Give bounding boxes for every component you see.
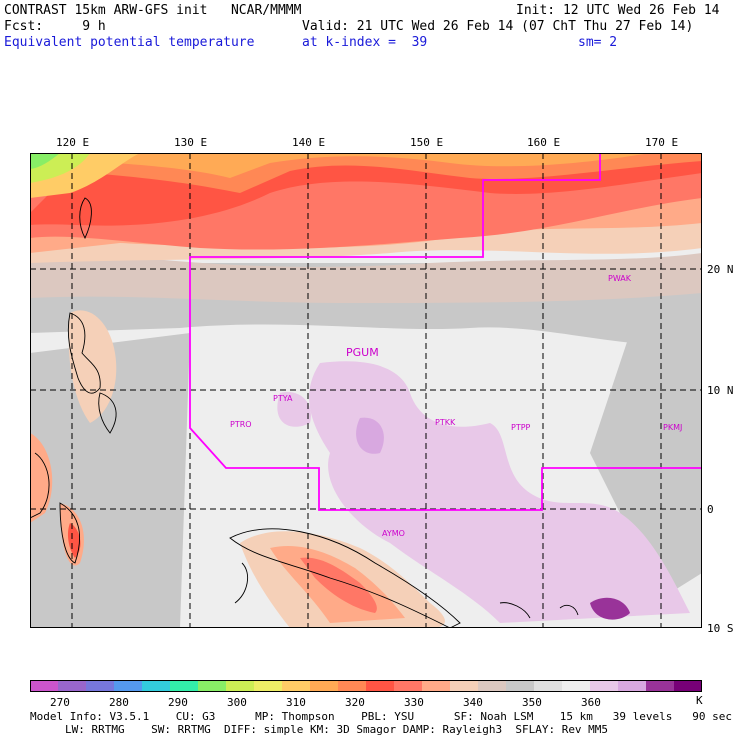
colorbar-tick-label: 310	[286, 696, 306, 709]
colorbar-swatch	[674, 680, 702, 692]
colorbar-tick-label: 300	[227, 696, 247, 709]
field-newguinea-330	[300, 557, 377, 613]
colorbar-swatch	[534, 680, 563, 692]
colorbar-swatch	[450, 680, 479, 692]
station-label: PTPP	[511, 423, 531, 432]
colorbar-swatch	[422, 680, 451, 692]
colorbar-tick-label: 270	[50, 696, 70, 709]
forecast-hour: Fcst: 9 h	[4, 19, 106, 34]
colorbar-tick-label: 340	[463, 696, 483, 709]
colorbar-swatch	[618, 680, 647, 692]
lat-label: 10 S	[707, 622, 734, 635]
colorbar-swatch	[590, 680, 619, 692]
model-info-line1: Model Info: V3.5.1 CU: G3 MP: Thompson P…	[30, 710, 732, 723]
colorbar-swatch	[254, 680, 283, 692]
colorbar	[30, 680, 702, 692]
colorbar-swatch	[198, 680, 227, 692]
field-365	[309, 361, 690, 623]
field-370	[356, 417, 384, 454]
station-label: PTKK	[435, 418, 456, 427]
lon-label: 120 E	[56, 136, 90, 149]
model-info-line2: LW: RRTMG SW: RRTMG DIFF: simple KM: 3D …	[65, 723, 609, 736]
colorbar-swatch	[338, 680, 367, 692]
station-label: PGUM	[346, 346, 379, 359]
colorbar-swatch	[310, 680, 339, 692]
colorbar-tick-label: 360	[581, 696, 601, 709]
graticule	[30, 153, 702, 628]
field-365-b	[277, 392, 311, 427]
colorbar-tick-label: 350	[522, 696, 542, 709]
field-345	[30, 243, 702, 303]
lon-label: 130 E	[174, 136, 208, 149]
lat-label: 20 N	[707, 263, 734, 276]
field-315	[70, 153, 650, 178]
station-label: PKMJ	[663, 423, 682, 432]
colorbar-tick-label: 320	[345, 696, 365, 709]
colorbar-tick-label: 290	[168, 696, 188, 709]
station-label: PTRO	[230, 420, 252, 429]
lat-label: 0	[707, 503, 714, 516]
field-300	[30, 153, 60, 169]
colorbar-swatch	[226, 680, 255, 692]
colorbar-swatch	[142, 680, 171, 692]
colorbar-swatch	[58, 680, 87, 692]
station-label: AYMO	[382, 529, 405, 538]
lon-label: 140 E	[292, 136, 326, 149]
colorbar-swatch	[282, 680, 311, 692]
fir-boundary	[189, 153, 702, 511]
colorbar-swatch	[478, 680, 507, 692]
colorbar-swatch	[114, 680, 143, 692]
valid-time: Valid: 21 UTC Wed 26 Feb 14 (07 ChT Thu …	[302, 19, 694, 34]
colorbar-swatch	[562, 680, 591, 692]
coastlines	[30, 197, 579, 628]
init-time: Init: 12 UTC Wed 26 Feb 14	[516, 3, 720, 18]
colorbar-tick-label: K	[696, 694, 703, 707]
station-label: PTYA	[273, 394, 293, 403]
lat-label: 10 N	[707, 384, 734, 397]
map-frame	[30, 153, 702, 628]
model-title: CONTRAST 15km ARW-GFS init NCAR/MMMM	[4, 3, 302, 18]
theta-e-map: PWAK PGUM PTYA PTRO PTKK PTPP PKMJ AYMO	[30, 153, 702, 628]
lon-label: 150 E	[410, 136, 444, 149]
colorbar-swatch	[170, 680, 199, 692]
colorbar-swatch	[506, 680, 535, 692]
colorbar-tick-label: 280	[109, 696, 129, 709]
colorbar-swatch	[394, 680, 423, 692]
colorbar-tick-label: 330	[404, 696, 424, 709]
smoothing: sm= 2	[578, 35, 618, 50]
field-name: Equivalent potential temperature	[4, 35, 255, 50]
lon-label: 160 E	[527, 136, 561, 149]
lon-label: 170 E	[645, 136, 679, 149]
colorbar-swatch	[646, 680, 675, 692]
colorbar-frame	[30, 680, 702, 692]
colorbar-swatch	[86, 680, 115, 692]
field-celebes-325	[67, 523, 81, 558]
colorbar-swatch	[366, 680, 395, 692]
station-label: PWAK	[608, 274, 632, 283]
field-380	[590, 597, 630, 620]
level-index: at k-index = 39	[302, 35, 428, 50]
colorbar-swatch	[30, 680, 59, 692]
